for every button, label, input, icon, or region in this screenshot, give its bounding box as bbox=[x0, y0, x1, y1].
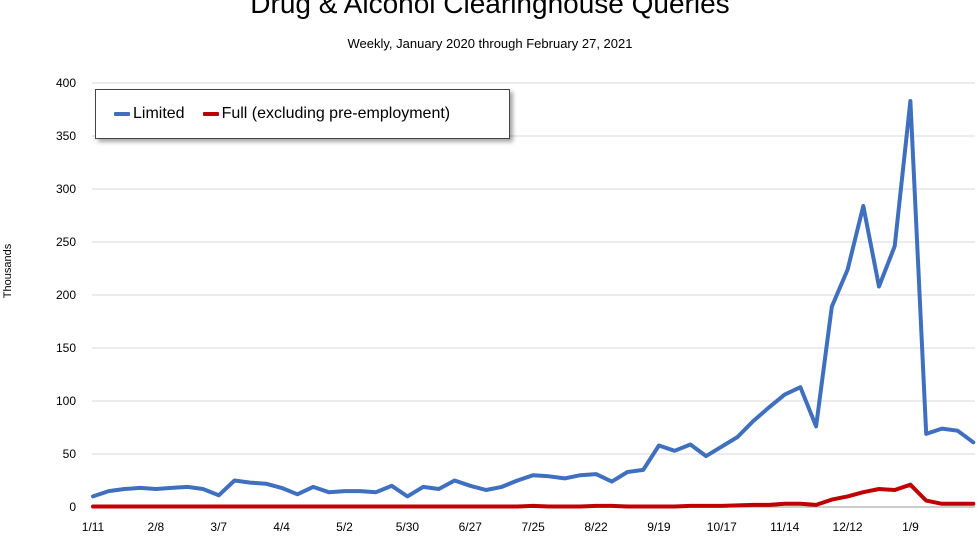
x-tick-label: 7/25 bbox=[521, 520, 545, 534]
y-tick-label: 100 bbox=[56, 394, 76, 408]
x-tick-label: 9/19 bbox=[647, 520, 671, 534]
legend-item-limited: Limited bbox=[114, 105, 185, 123]
series-lines bbox=[91, 99, 976, 509]
gridlines bbox=[92, 82, 975, 508]
x-tick-label: 5/30 bbox=[396, 520, 420, 534]
legend-item-full: Full (excluding pre-employment) bbox=[202, 105, 451, 123]
x-tick-label: 10/17 bbox=[707, 520, 737, 534]
x-tick-label: 1/9 bbox=[902, 520, 919, 534]
y-tick-label: 350 bbox=[56, 129, 76, 143]
y-tick-label: 150 bbox=[56, 341, 76, 355]
y-tick-labels: 0 50 100 150 200 250 300 350 400 bbox=[56, 76, 76, 514]
x-tick-label: 4/4 bbox=[273, 520, 290, 534]
series-line-limited bbox=[91, 99, 976, 499]
x-tick-label: 12/12 bbox=[833, 520, 863, 534]
y-tick-label: 250 bbox=[56, 235, 76, 249]
x-tick-labels: 1/11 2/8 3/7 4/4 5/2 5/30 6/27 7/25 8/22 9/19 10/1… bbox=[82, 520, 919, 534]
x-tick-label: 1/11 bbox=[82, 520, 105, 534]
x-tick-label: 11/14 bbox=[770, 520, 799, 534]
legend: Limited Full (excluding pre-employment) bbox=[95, 89, 510, 139]
series-line-full bbox=[91, 482, 976, 509]
chart-title: Drug & Alcohol Clearinghouse Queries bbox=[250, 0, 730, 19]
legend-swatch-limited bbox=[114, 112, 130, 116]
y-tick-label: 0 bbox=[69, 500, 76, 514]
y-tick-label: 50 bbox=[63, 447, 77, 461]
legend-label-full: Full (excluding pre-employment) bbox=[221, 105, 451, 122]
x-tick-label: 8/22 bbox=[584, 520, 608, 534]
legend-label-limited: Limited bbox=[133, 105, 185, 122]
y-tick-label: 300 bbox=[56, 182, 76, 196]
x-tick-label: 6/27 bbox=[459, 520, 483, 534]
y-tick-label: 400 bbox=[56, 76, 76, 90]
y-tick-label: 200 bbox=[56, 288, 76, 302]
chart-subtitle: Weekly, January 2020 through February 27… bbox=[347, 36, 633, 51]
legend-swatch-full bbox=[202, 112, 219, 116]
x-tick-label: 3/7 bbox=[210, 520, 227, 534]
x-tick-label: 2/8 bbox=[148, 520, 165, 534]
x-tick-label: 5/2 bbox=[336, 520, 353, 534]
